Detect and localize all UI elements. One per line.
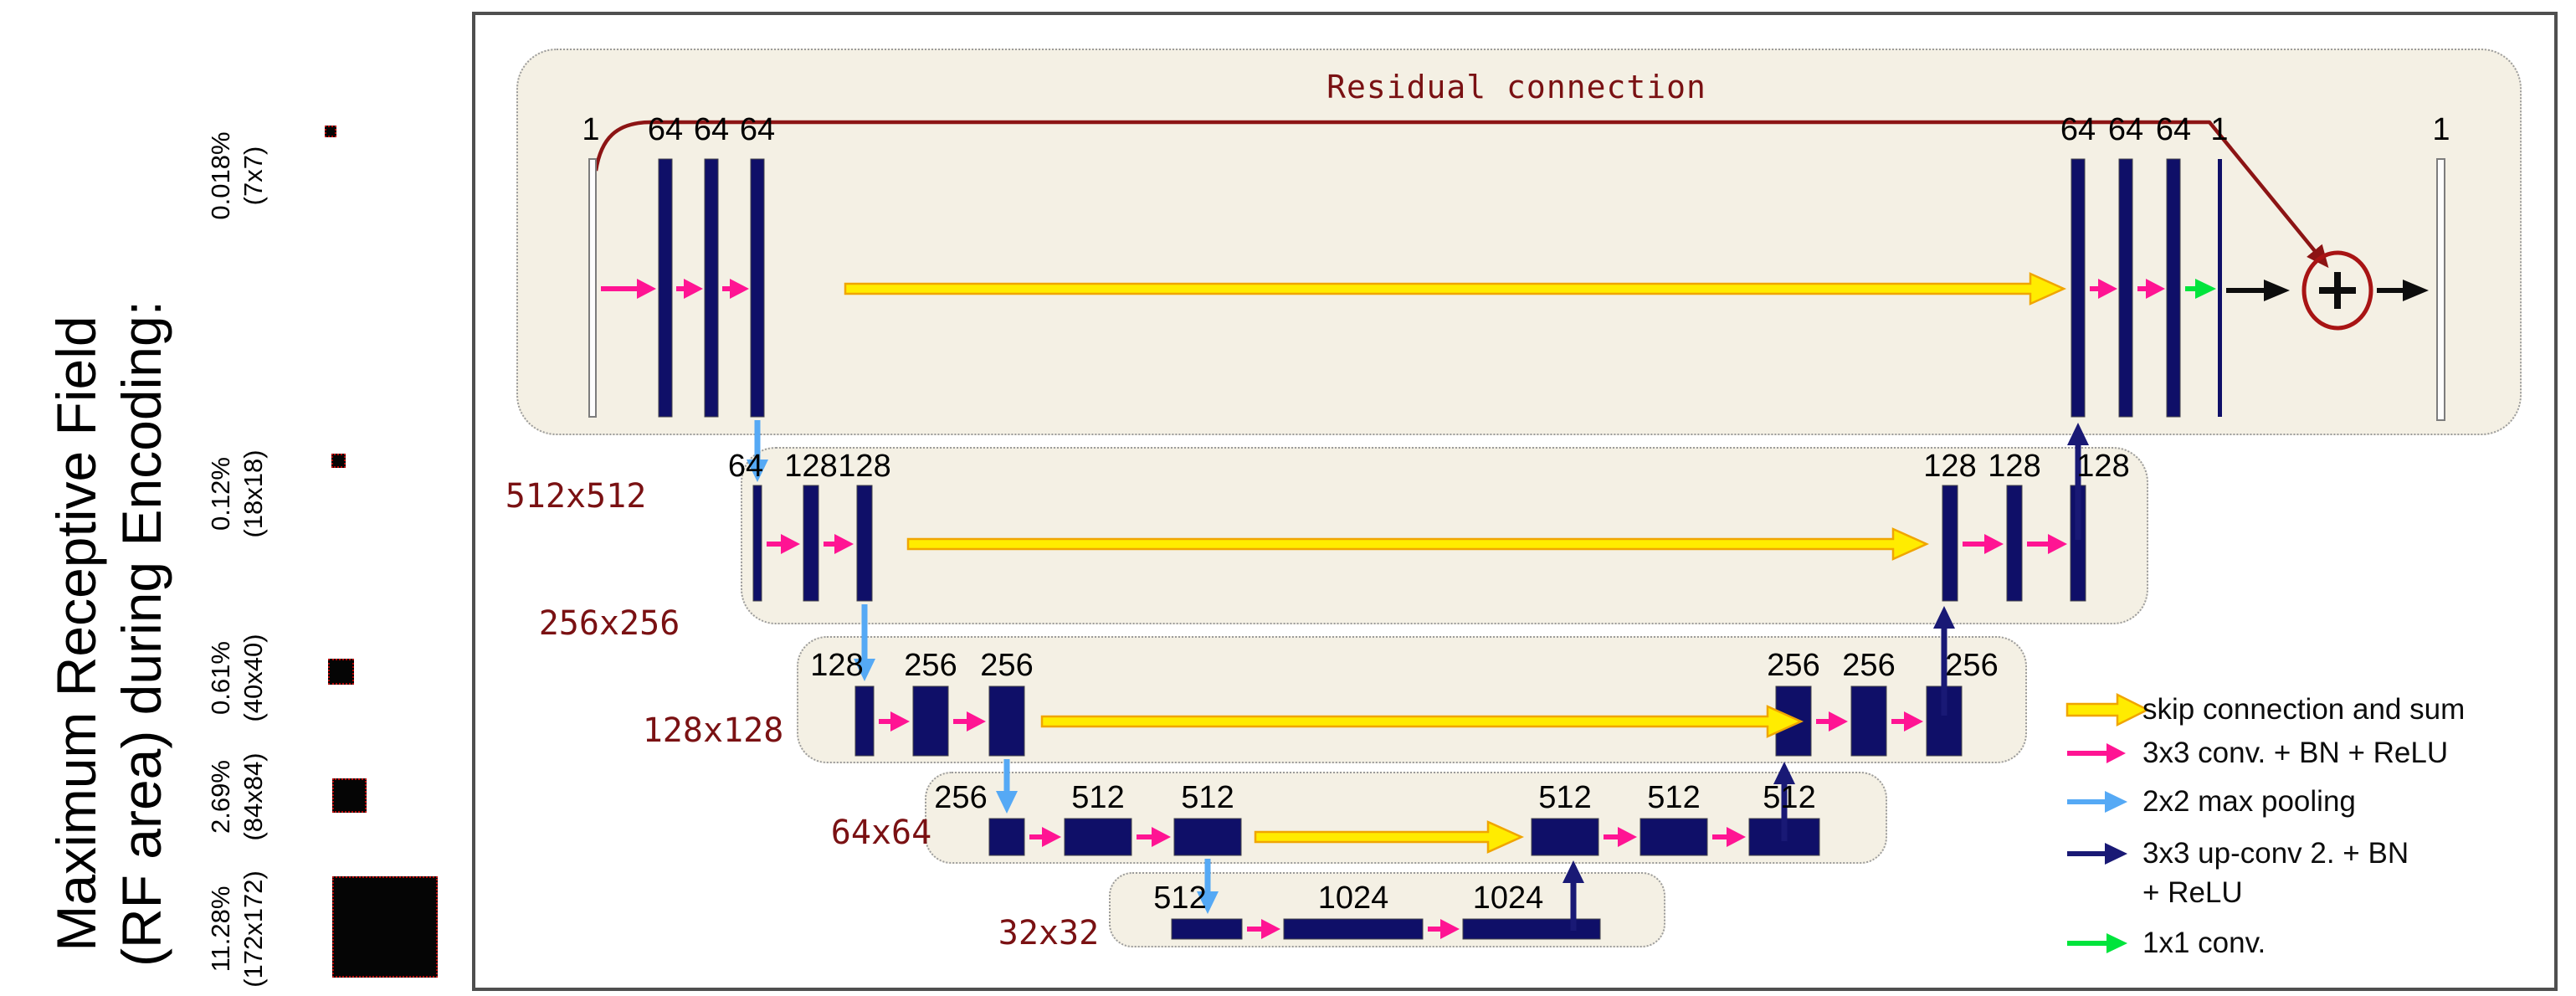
- channel-label: 64: [2060, 112, 2096, 147]
- channel-label: 512: [1538, 780, 1592, 815]
- rf-square-7x7: [325, 126, 336, 137]
- conv-bar: [2006, 485, 2023, 602]
- output-image-bar: [2436, 158, 2445, 421]
- channel-label: 64: [739, 112, 776, 147]
- conv-bar: [1462, 918, 1601, 940]
- conv-bar: [1171, 918, 1243, 940]
- legend-label-upconv-line2: + ReLU: [2142, 876, 2243, 909]
- conv-bar: [1850, 685, 1887, 757]
- conv-bar: [1531, 818, 1599, 856]
- plus-icon: [2319, 272, 2356, 309]
- channel-label: 64: [2155, 112, 2192, 147]
- legend-label-conv1x1: 1x1 conv.: [2142, 927, 2266, 959]
- conv-bar: [988, 818, 1025, 856]
- conv-bar: [658, 158, 673, 418]
- conv-bar: [1173, 818, 1242, 856]
- channel-label: 256: [934, 780, 988, 815]
- legend-skip-arrow-icon: [2065, 692, 2150, 727]
- conv-bar: [1640, 818, 1708, 856]
- channel-label: 128: [1923, 449, 1977, 484]
- panel-level-512: [516, 49, 2522, 435]
- channel-label: 512: [1647, 780, 1701, 815]
- legend-label-conv3x3: 3x3 conv. + BN + ReLU: [2142, 737, 2449, 769]
- conv-bar: [1283, 918, 1424, 940]
- conv-bar: [2118, 158, 2133, 418]
- channel-label: 128: [2076, 449, 2130, 484]
- skip-connection-arrow: [844, 272, 2067, 305]
- skip-connection-arrow: [906, 527, 1930, 561]
- sum-circle: [2301, 250, 2373, 331]
- channel-label: 1024: [1472, 880, 1544, 916]
- conv-bar: [803, 485, 819, 602]
- level-label-512x512: 512x512: [505, 477, 647, 516]
- rf-square-40x40: [328, 659, 354, 685]
- row5-bars: [1171, 918, 1601, 940]
- skip-connection-arrow: [1254, 820, 1525, 854]
- channel-label: 64: [647, 112, 684, 147]
- level-label-128x128: 128x128: [642, 711, 784, 750]
- channel-label: 64: [693, 112, 730, 147]
- conv-bar: [752, 485, 762, 602]
- channel-label: 512: [1071, 780, 1125, 815]
- channel-label: 128: [810, 648, 864, 683]
- channel-label: 64: [2107, 112, 2144, 147]
- channel-label: 512: [1181, 780, 1234, 815]
- input-image-bar: [588, 158, 597, 418]
- channel-label: 128: [784, 449, 838, 484]
- residual-connection-label: Residual connection: [1326, 69, 1706, 105]
- conv-bar: [2071, 158, 2086, 418]
- level-label-256x256: 256x256: [538, 604, 680, 643]
- panel-level-256: [741, 447, 2148, 624]
- conv-bar: [2166, 158, 2181, 418]
- channel-label: 256: [904, 648, 957, 683]
- channel-label: 512: [1153, 880, 1207, 916]
- channel-label: 256: [1945, 648, 1999, 683]
- conv-bar: [912, 685, 949, 757]
- conv-bar: [854, 685, 875, 757]
- channel-label: 1: [582, 112, 600, 147]
- rf-square-84x84: [332, 778, 367, 813]
- channel-label: 128: [1988, 449, 2041, 484]
- rf-square-18x18: [331, 454, 346, 468]
- channel-label: 64: [727, 449, 764, 484]
- conv-bar: [1064, 818, 1132, 856]
- row2-bars: [752, 485, 2086, 602]
- legend-label-maxpool: 2x2 max pooling: [2142, 785, 2356, 818]
- conv-bar: [988, 685, 1025, 757]
- rf-square-172x172: [332, 876, 438, 978]
- residual-connection-line: [593, 120, 2329, 269]
- legend-label-upconv: 3x3 up-conv 2. + BN: [2142, 837, 2409, 870]
- row1-bars: [588, 158, 2445, 421]
- channel-label: 512: [1763, 780, 1816, 815]
- level-label-64x64: 64x64: [830, 814, 932, 852]
- level-label-32x32: 32x32: [998, 914, 1100, 952]
- conv-bar: [750, 158, 765, 418]
- channel-label: 1024: [1317, 880, 1389, 916]
- legend-label-skip: skip connection and sum: [2142, 693, 2466, 726]
- channel-label: 128: [838, 449, 891, 484]
- channel-label: 1: [2210, 112, 2229, 147]
- maxpool-arrows: [747, 420, 1219, 914]
- conv-bar: [1942, 485, 1958, 602]
- row4-bars: [988, 818, 1820, 856]
- channel-label: 1: [2432, 112, 2450, 147]
- row3-bars: [854, 685, 1963, 757]
- conv-bar: [856, 485, 873, 602]
- conv1x1-output-bar: [2218, 159, 2222, 417]
- channel-label: 256: [1767, 648, 1820, 683]
- channel-label: 256: [980, 648, 1034, 683]
- channel-label: 256: [1842, 648, 1896, 683]
- upconv-arrows: [1563, 423, 2089, 931]
- skip-connection-arrow: [1040, 705, 1804, 738]
- conv-bar: [704, 158, 719, 418]
